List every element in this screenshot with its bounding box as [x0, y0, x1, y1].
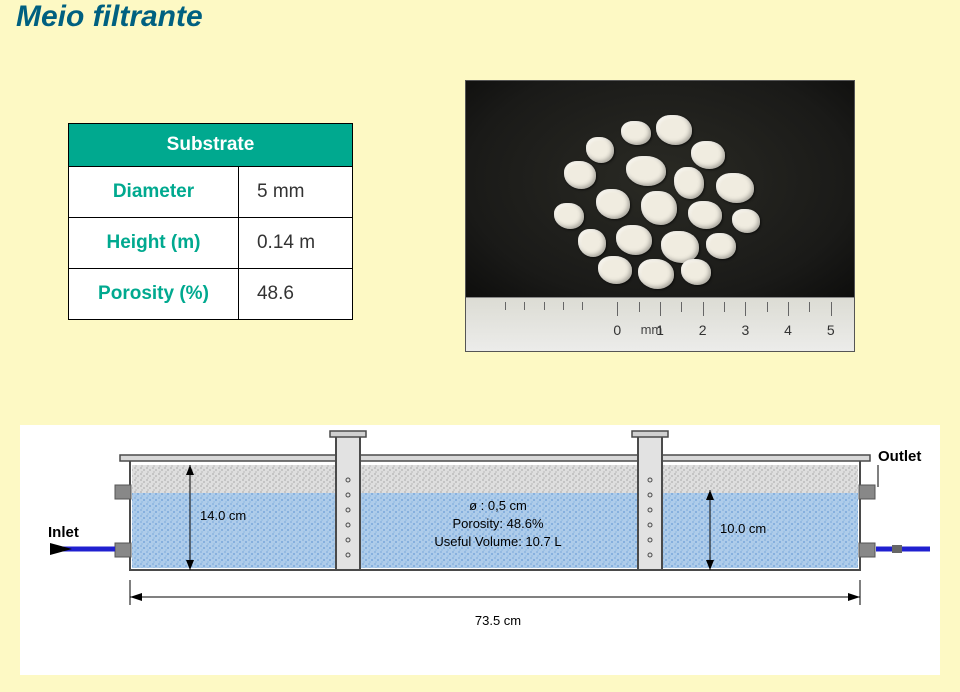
substrate-photo: mm 0 1 2 3 4 5 [465, 80, 855, 352]
ruler-num: 0 [613, 322, 621, 338]
ruler: mm 0 1 2 3 4 5 [466, 297, 854, 351]
ruler-num: 5 [827, 322, 835, 338]
riser-pipe [638, 435, 662, 570]
stone-icon [706, 233, 736, 259]
row-label: Diameter [69, 167, 239, 218]
dim-length: 73.5 cm [475, 613, 521, 628]
ruler-ticks [466, 302, 854, 320]
stone-icon [716, 173, 754, 203]
page-title: Meio filtrante [16, 0, 203, 34]
stone-icon [554, 203, 584, 229]
stone-icon [681, 259, 711, 285]
row-label: Porosity (%) [69, 269, 239, 320]
outlet-label: Outlet [878, 448, 921, 465]
riser-cap [632, 431, 668, 437]
stone-icon [638, 259, 674, 289]
inlet-label: Inlet [48, 524, 79, 541]
stone-icon [732, 209, 760, 233]
ruler-numbers: 0 1 2 3 4 5 [466, 322, 854, 342]
stone-icon [691, 141, 725, 169]
outlet-valve-icon [892, 545, 902, 553]
ruler-num: 4 [784, 322, 792, 338]
riser-pipe [336, 435, 360, 570]
stone-icon [656, 115, 692, 145]
gravel-dry [132, 465, 858, 493]
stone-icon [674, 167, 704, 199]
dim-arrow-icon [130, 593, 142, 601]
riser-cap [330, 431, 366, 437]
inlet-fitting-bot [115, 543, 131, 557]
row-value: 0.14 m [238, 218, 352, 269]
info-volume: Useful Volume: 10.7 L [434, 534, 561, 549]
stone-icon [598, 256, 632, 284]
dim-height: 14.0 cm [200, 508, 246, 523]
stone-icon [621, 121, 651, 145]
info-diam: ø : 0,5 cm [469, 498, 527, 513]
stone-icon [626, 156, 666, 186]
outlet-fitting-bot [859, 543, 875, 557]
ruler-num: 3 [741, 322, 749, 338]
tank-lid [120, 455, 870, 461]
diagram-svg: Inlet Outlet 14.0 cm 10.0 cm ø : 0,5 cm … [20, 425, 940, 675]
stone-icon [616, 225, 652, 255]
stone-icon [578, 229, 606, 257]
stone-icon [596, 189, 630, 219]
dim-water: 10.0 cm [720, 521, 766, 536]
row-label: Height (m) [69, 218, 239, 269]
ruler-num: 1 [656, 322, 664, 338]
filter-diagram: Inlet Outlet 14.0 cm 10.0 cm ø : 0,5 cm … [20, 425, 940, 675]
stone-icon [564, 161, 596, 189]
inlet-arrow-icon [50, 543, 72, 555]
inlet-fitting-top [115, 485, 131, 499]
info-porosity: Porosity: 48.6% [452, 516, 543, 531]
stone-icon [586, 137, 614, 163]
outlet-fitting-top [859, 485, 875, 499]
stone-icon [688, 201, 722, 229]
row-value: 48.6 [238, 269, 352, 320]
table-header: Substrate [69, 124, 353, 167]
row-value: 5 mm [238, 167, 352, 218]
dim-arrow-icon [848, 593, 860, 601]
substrate-table: Substrate Diameter 5 mm Height (m) 0.14 … [68, 123, 353, 320]
ruler-num: 2 [699, 322, 707, 338]
stone-icon [641, 191, 677, 225]
